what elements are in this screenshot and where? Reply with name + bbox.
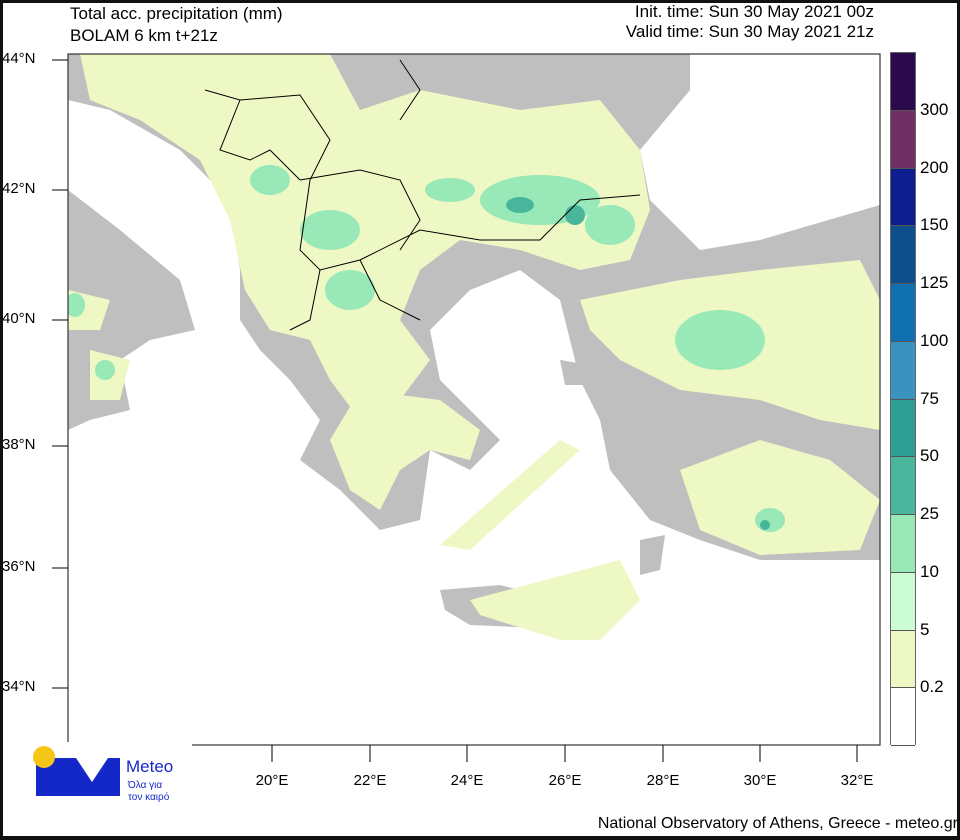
colorbar-swatch (891, 341, 915, 400)
lon-label: 22°E (353, 772, 387, 789)
colorbar-label: 150 (920, 215, 949, 235)
colorbar (890, 52, 916, 746)
precip-0.2-5mm (68, 54, 880, 640)
map-frame (67, 53, 881, 746)
lon-label: 24°E (450, 772, 484, 789)
lon-label: 30°E (743, 772, 777, 789)
colorbar-label: 0.2 (920, 677, 944, 697)
colorbar-label: 300 (920, 99, 949, 119)
colorbar-label: 75 (920, 388, 939, 408)
colorbar-label: 100 (920, 330, 949, 350)
logo-name: Meteo (126, 757, 173, 776)
lat-label: 40°N (2, 310, 36, 327)
colorbar-swatch (891, 399, 915, 458)
precip-25-50mm (506, 197, 770, 530)
logo-tagline-1: Όλα για (127, 780, 162, 791)
colorbar-label: 125 (920, 273, 949, 292)
model-label: BOLAM 6 km t+21z (70, 26, 218, 45)
meteo-logo: Meteo Όλα για τον καιρό (20, 742, 192, 812)
colorbar-swatch (891, 630, 915, 689)
lon-label: 26°E (548, 772, 582, 789)
lon-label: 20°E (255, 772, 289, 789)
colorbar-swatch (891, 284, 915, 342)
init-time: Init. time: Sun 30 May 2021 00z (634, 2, 874, 21)
valid-time: Valid time: Sun 30 May 2021 21z (625, 22, 874, 41)
lon-label: 32°E (840, 772, 874, 789)
axis-ticks (52, 59, 858, 762)
colorbar-label: 10 (920, 561, 939, 581)
logo-tagline-2: τον καιρό (128, 791, 170, 803)
colorbar-swatch (891, 53, 915, 111)
meteo-logo-mark: Meteo Όλα για τον καιρό (33, 746, 173, 803)
map-title: Total acc. precipitation (mm) (70, 4, 283, 23)
footer-credit: National Observatory of Athens, Greece -… (597, 815, 958, 832)
colorbar-label: 25 (920, 504, 939, 523)
colorbar-swatch (891, 572, 915, 631)
colorbar-label: 5 (920, 619, 930, 639)
lat-label: 38°N (2, 436, 36, 453)
colorbar-swatch (891, 688, 915, 746)
colorbar-label: 50 (920, 446, 939, 466)
colorbar-swatch (891, 168, 915, 227)
country-borders (204, 59, 641, 331)
colorbar-swatch (891, 457, 915, 515)
colorbar-swatch (891, 515, 915, 573)
lat-label: 42°N (2, 180, 36, 197)
lat-label: 44°N (2, 50, 36, 67)
colorbar-label: 200 (920, 157, 949, 177)
colorbar-swatch (891, 226, 915, 284)
lat-label: 36°N (2, 558, 36, 575)
colorbar-swatch (891, 110, 915, 169)
lat-label: 34°N (2, 678, 36, 695)
lon-label: 28°E (646, 772, 680, 789)
